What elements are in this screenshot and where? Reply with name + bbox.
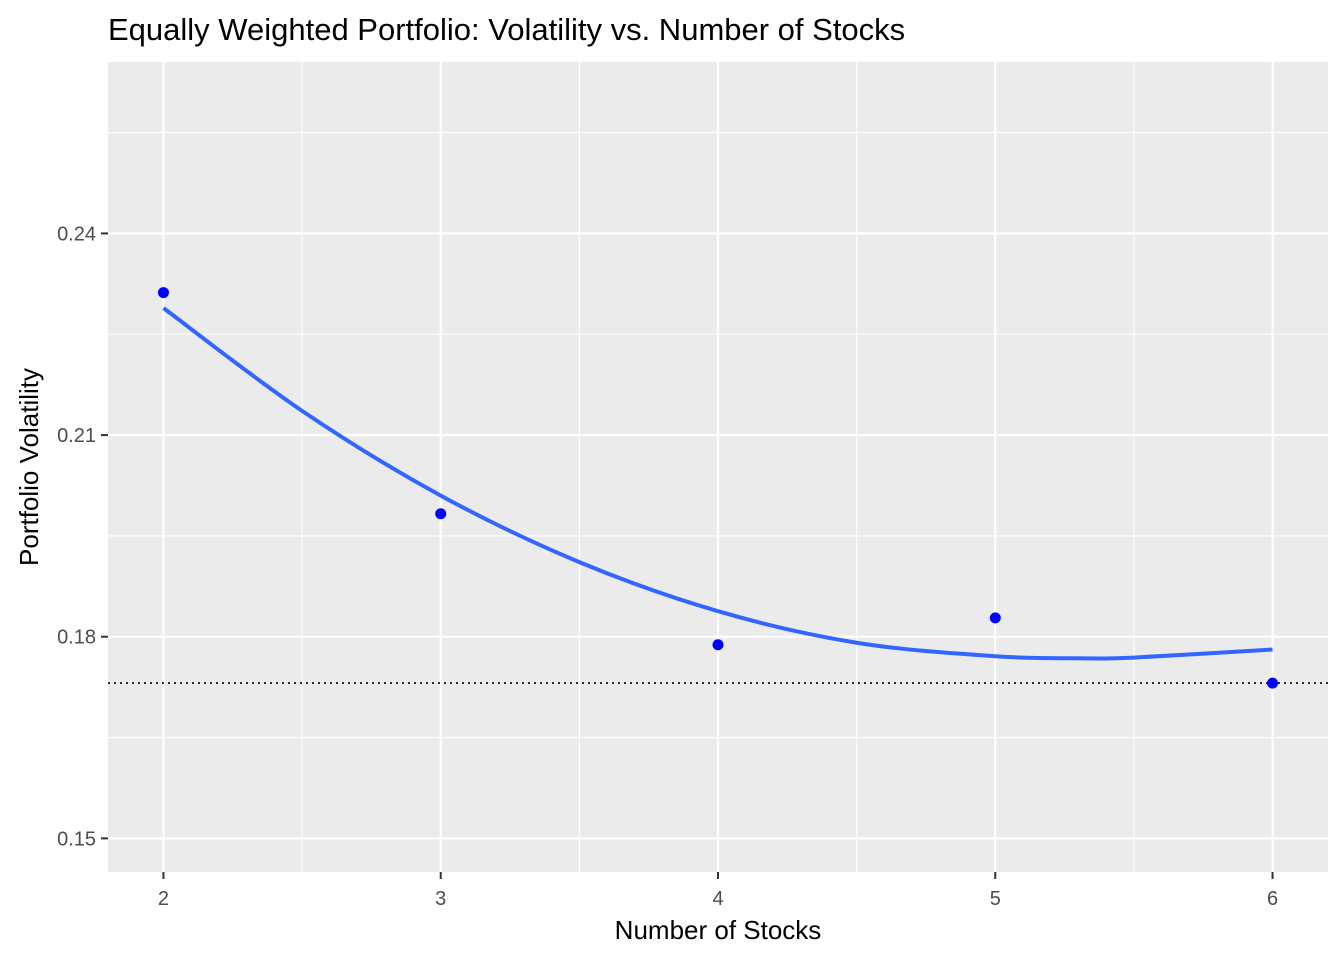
data-points: [157, 287, 1279, 689]
data-point: [712, 639, 724, 651]
chart-title: Equally Weighted Portfolio: Volatility v…: [108, 12, 905, 47]
major-gridlines: [108, 62, 1328, 872]
y-tick-label: 0.21: [57, 425, 96, 447]
fit-line-group: [162, 306, 1273, 661]
y-axis-title: Portfolio Volatility: [14, 368, 44, 566]
y-tick-label: 0.18: [57, 627, 96, 649]
x-tick-label: 4: [712, 888, 723, 910]
data-point: [435, 508, 447, 520]
fit-line: [162, 306, 1273, 661]
x-tick-label: 6: [1267, 888, 1278, 910]
data-point: [157, 287, 169, 299]
data-point: [989, 612, 1001, 624]
x-tick-label: 3: [435, 888, 446, 910]
y-tick-label: 0.24: [57, 223, 96, 245]
x-tick-label: 5: [990, 888, 1001, 910]
x-axis-title: Number of Stocks: [615, 915, 822, 945]
data-point: [1267, 677, 1279, 689]
x-tick-label: 2: [158, 888, 169, 910]
x-axis: 2 3 4 5 6: [158, 872, 1278, 910]
y-axis: 0.15 0.18 0.21 0.24: [57, 223, 108, 850]
y-tick-label: 0.15: [57, 828, 96, 850]
